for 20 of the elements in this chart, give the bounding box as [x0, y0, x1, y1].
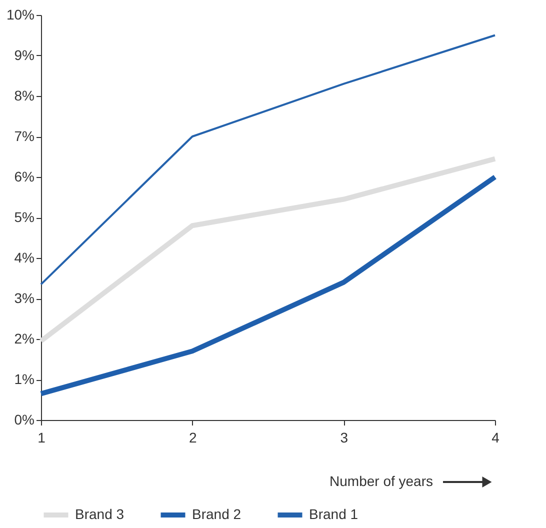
x-tick-label: 1	[38, 430, 46, 446]
y-tick-label: 4%	[14, 250, 34, 266]
y-tick-label: 0%	[14, 412, 34, 428]
y-tick-label: 2%	[14, 330, 34, 346]
y-tick-label: 10%	[6, 6, 34, 22]
y-tick-label: 9%	[14, 47, 34, 63]
legend-label: Brand 3	[75, 506, 124, 522]
x-tick-label: 3	[340, 430, 348, 446]
legend-label: Brand 2	[192, 506, 242, 522]
x-axis-title: Number of years	[330, 473, 433, 489]
line-series	[40, 34, 496, 286]
y-tick-label: 6%	[14, 168, 34, 184]
y-tick-label: 5%	[14, 209, 34, 225]
y-tick-label: 1%	[14, 371, 34, 387]
y-tick-label: 7%	[14, 128, 34, 144]
y-tick-label: 3%	[14, 290, 34, 306]
legend-label: Brand 1	[309, 506, 358, 522]
x-tick-label: 2	[188, 430, 197, 446]
y-tick-label: 8%	[14, 88, 34, 104]
x-tick-label: 4	[492, 430, 500, 446]
